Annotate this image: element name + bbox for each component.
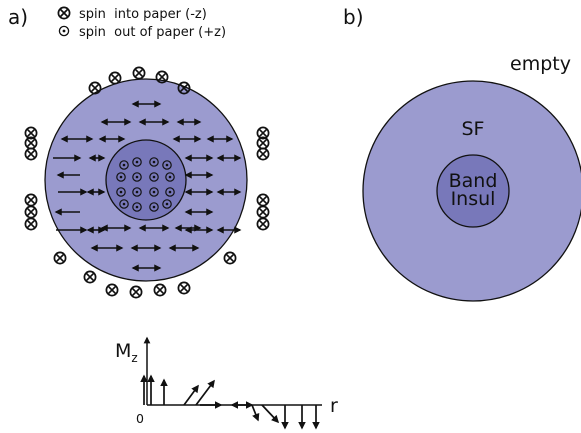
spin-out-of-paper-icon [149, 157, 159, 167]
legend-into-paper-text: spin into paper (-z) [79, 7, 207, 22]
spin-into-paper-icon [24, 205, 38, 219]
mz-axis-label: Mz [115, 340, 138, 365]
r-axis-label: r [330, 395, 338, 417]
spin-into-paper-icon [24, 193, 38, 207]
spin-out-of-paper-icon [132, 172, 142, 182]
insul-label: Insul [451, 188, 496, 210]
panel-a-label: a) [8, 5, 28, 29]
spin-into-paper-icon [24, 136, 38, 150]
spin-out-of-paper-icon [162, 199, 172, 209]
mz-arrow [261, 404, 280, 424]
origin-label: 0 [136, 411, 144, 426]
mz-arrow [183, 384, 199, 406]
panel-b-label: b) [343, 5, 364, 29]
spin-into-paper-icon [256, 205, 270, 219]
spin-into-paper-icon [24, 217, 38, 231]
spin-into-paper-icon [177, 81, 191, 95]
legend: spin into paper (-z) spin out of paper (… [57, 6, 226, 40]
spin-into-paper-icon [155, 70, 169, 84]
spin-out-of-paper-icon [165, 187, 175, 197]
spin-into-paper-icon [153, 283, 167, 297]
spin-into-paper-icon [256, 217, 270, 231]
band-insulator-region [436, 154, 510, 228]
spin-out-of-paper-icon [132, 157, 142, 167]
mz-arrow [251, 404, 260, 422]
mz-arrow [195, 379, 215, 406]
spin-out-of-paper-icon [116, 172, 126, 182]
spin-out-of-paper-icon [132, 202, 142, 212]
panel-a: a) spin into paper (-z) spin out of pape… [8, 5, 338, 430]
spin-into-paper-icon [132, 66, 146, 80]
spin-out-of-paper-icon [162, 160, 172, 170]
spin-into-paper-icon [105, 283, 119, 297]
spin-out-of-paper-icon [165, 172, 175, 182]
spin-out-of-paper-icon [132, 187, 142, 197]
spin-into-paper-icon [24, 126, 38, 140]
spin-out-of-paper-icon [119, 199, 129, 209]
legend-out-of-paper-text: spin out of paper (+z) [79, 25, 226, 40]
spin-out-of-paper-icon [149, 202, 159, 212]
empty-region-label: empty [510, 53, 571, 75]
spin-out-of-paper-icon [149, 172, 159, 182]
spin-into-paper-icon [88, 81, 102, 95]
spin-into-paper-icon [53, 251, 67, 265]
superfluid-label: SF [462, 118, 485, 140]
outer-ring-spins [24, 66, 270, 299]
band-label: Band [449, 170, 498, 192]
spin-into-paper-icon [108, 71, 122, 85]
spin-into-paper-icon [256, 126, 270, 140]
spin-into-paper-icon [83, 270, 97, 284]
mz-profile-plot: Mz 0 r [115, 336, 338, 430]
spin-out-of-paper-icon [119, 160, 129, 170]
mz-profile-arrows [140, 374, 320, 430]
inner-core-spins [116, 157, 175, 212]
spin-out-of-paper-icon [116, 187, 126, 197]
panel-b: b) empty SF Band Insul [343, 5, 581, 302]
in-plane-spin-arrows [53, 100, 242, 272]
legend-into-paper-icon [57, 6, 71, 20]
spin-into-paper-icon [177, 281, 191, 295]
legend-out-of-paper-icon [58, 25, 70, 37]
spin-into-paper-icon [24, 147, 38, 161]
spin-out-of-paper-icon [149, 187, 159, 197]
spin-into-paper-icon [129, 285, 143, 299]
spin-into-paper-icon [256, 193, 270, 207]
spin-into-paper-icon [223, 251, 237, 265]
spin-into-paper-icon [256, 147, 270, 161]
